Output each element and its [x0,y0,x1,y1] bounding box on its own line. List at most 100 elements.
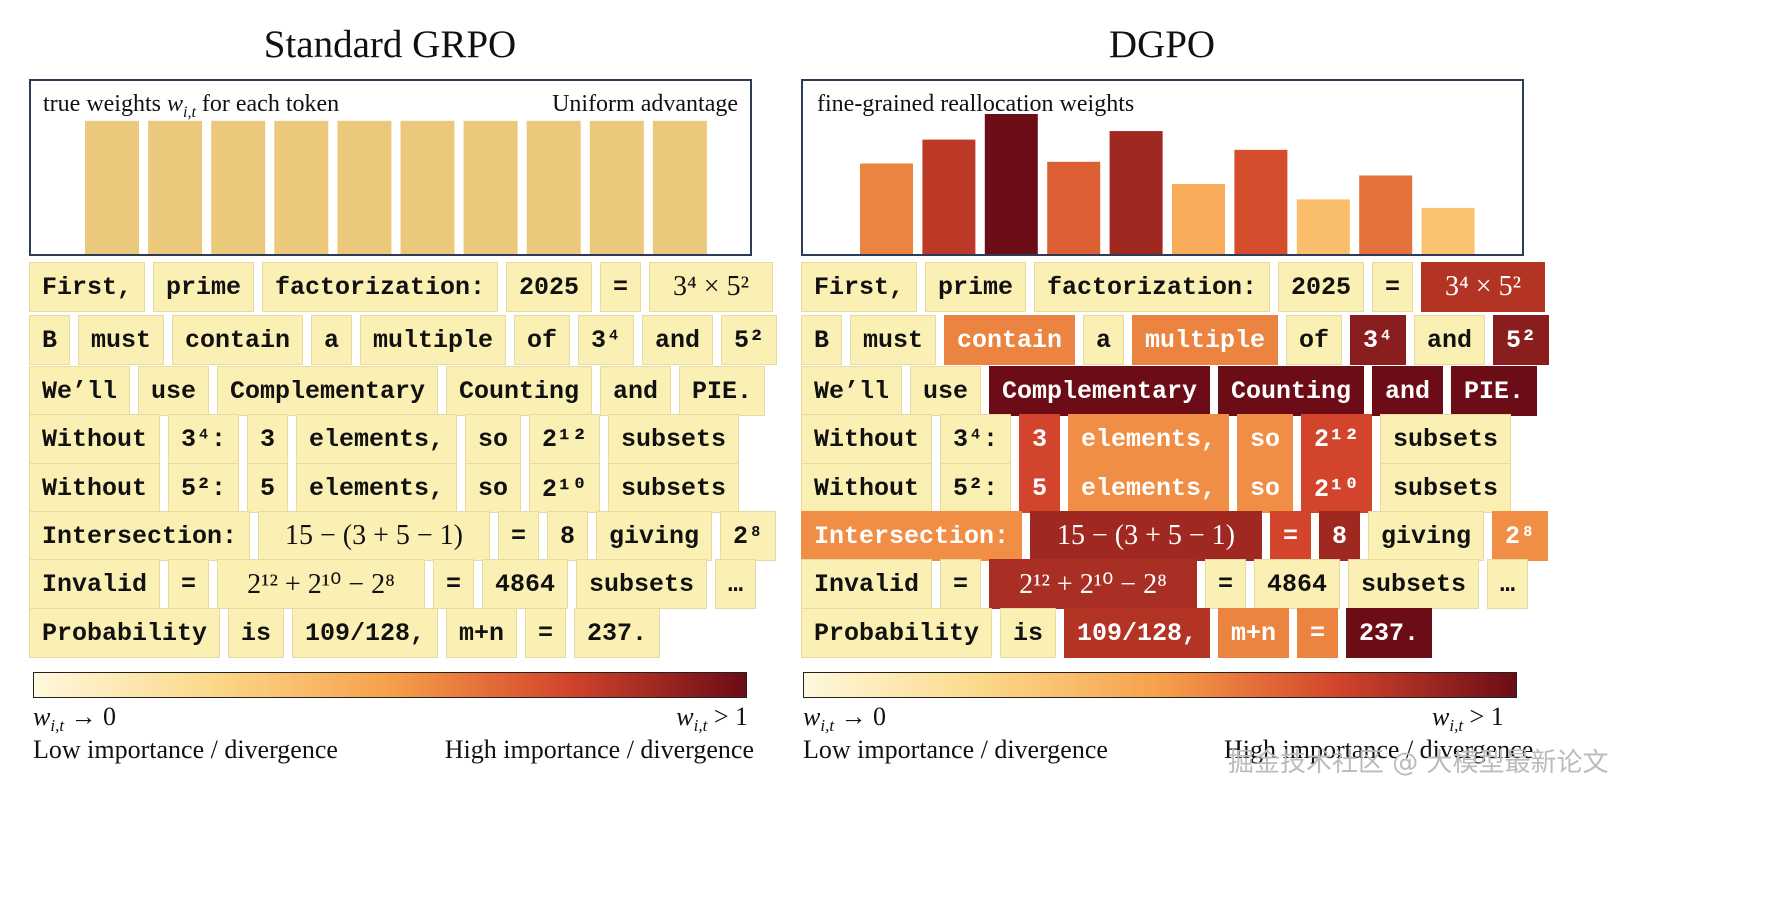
token: 2¹² + 2¹⁰ − 2⁸ [989,559,1197,609]
token: B [801,315,842,365]
chart-label: true weights wi,t for each token [43,91,339,122]
token: use [138,366,209,416]
token: First, [801,262,917,312]
token: so [465,463,521,513]
weights-chart: true weights wi,t for each token Uniform… [29,79,752,256]
watermark: 掘金技术社区 @ 大模型最新论文 [1228,748,1609,778]
token: and [642,315,713,365]
token: Probability [801,608,992,658]
colorbar-max-value: > 1 [713,702,748,731]
token: of [514,315,570,365]
token: a [311,315,352,365]
token-row: First, prime factorization: 2025 = 3⁴ × 5² [801,262,1545,312]
token: 15 − (3 + 5 − 1) [258,511,490,561]
token: Counting [1218,366,1364,416]
token: giving [1368,511,1484,561]
token: and [1372,366,1443,416]
token: m+n [446,608,517,658]
token: elements, [296,463,457,513]
panel-standard-grpo: Standard GRPO true weights wi,t for each… [0,0,890,897]
token: 2025 [506,262,592,312]
colorbar [803,672,1517,698]
token: … [1487,559,1528,609]
token: 5² [1493,315,1549,365]
colorbar-min-label: wi,t → 0 [803,702,887,736]
token: subsets [608,414,739,464]
token: 3 [247,414,288,464]
token-row: We’ll use Complementary Counting and PIE. [29,366,769,416]
token: = [1205,559,1246,609]
token: is [228,608,284,658]
token: elements, [1068,414,1229,464]
token: 2¹² [1301,414,1372,464]
colorbar-min-label: wi,t → 0 [33,702,117,736]
token: Without [801,463,932,513]
token: 3⁴: [168,414,239,464]
weight-bar [1296,199,1350,254]
token: = [1297,608,1338,658]
token: subsets [1348,559,1479,609]
token: 8 [547,511,588,561]
high-importance-label: High importance / divergence [1224,735,1534,764]
token: 237. [574,608,660,658]
token: and [600,366,671,416]
weight-bar [1421,207,1475,254]
colorbar-max-label: wi,t > 1 [676,702,748,736]
token: Complementary [989,366,1210,416]
token-row: Invalid = 2¹² + 2¹⁰ − 2⁸ = 4864 subsets… [801,559,1541,609]
token-row: Probability is 109/128, m+n = 237. [801,608,1541,658]
token: We’ll [801,366,902,416]
token: Intersection: [801,511,1022,561]
weight-bar [860,163,913,254]
token: 3⁴ × 5² [649,262,773,312]
token: 5 [247,463,288,513]
token: giving [596,511,712,561]
token: m+n [1218,608,1289,658]
weight-bar [274,120,329,254]
token: 15 − (3 + 5 − 1) [1030,511,1262,561]
token: 3⁴ × 5² [1421,262,1545,312]
token: … [715,559,756,609]
token: subsets [1380,414,1511,464]
token: prime [153,262,254,312]
token: B [29,315,70,365]
token: Counting [446,366,592,416]
chart-label-tail: for each token [201,91,340,117]
token: subsets [576,559,707,609]
token: 3⁴ [578,315,634,365]
token-row: Without 3⁴: 3 elements, so 2¹² subsets [29,414,769,464]
token: Invalid [29,559,160,609]
chart-label-right: Uniform advantage [552,91,738,117]
token: Without [801,414,932,464]
token-row: Intersection: 15 − (3 + 5 − 1) = 8 giving 2⁸ [29,511,776,561]
bars-svg [860,114,1475,254]
token: so [1237,463,1293,513]
panel-title: Standard GRPO [263,23,517,66]
token: use [910,366,981,416]
token: = [168,559,209,609]
token: of [1286,315,1342,365]
token: multiple [1132,315,1278,365]
weight-bar [400,120,455,254]
weight-bar [211,120,266,254]
token-row: Without 5²: 5 elements, so 2¹⁰ subsets [801,463,1541,513]
token: 4864 [482,559,568,609]
token: multiple [360,315,506,365]
token: contain [944,315,1075,365]
token: = [1270,511,1311,561]
token: Without [29,414,160,464]
token: subsets [1380,463,1511,513]
low-importance-label: Low importance / divergence [33,735,338,764]
token: Probability [29,608,220,658]
colorbar-min-value: → 0 [840,702,887,731]
weights-chart: fine-grained reallocation weights [801,79,1524,256]
weight-subscript: i,t [183,103,196,121]
token: First, [29,262,145,312]
token: contain [172,315,303,365]
bars-svg [85,120,707,254]
token-row: Without 3⁴: 3 elements, so 2¹² subsets [801,414,1541,464]
token: prime [925,262,1026,312]
token-row: We’ll use Complementary Counting and PIE. [801,366,1541,416]
token: so [1237,414,1293,464]
token: elements, [296,414,457,464]
